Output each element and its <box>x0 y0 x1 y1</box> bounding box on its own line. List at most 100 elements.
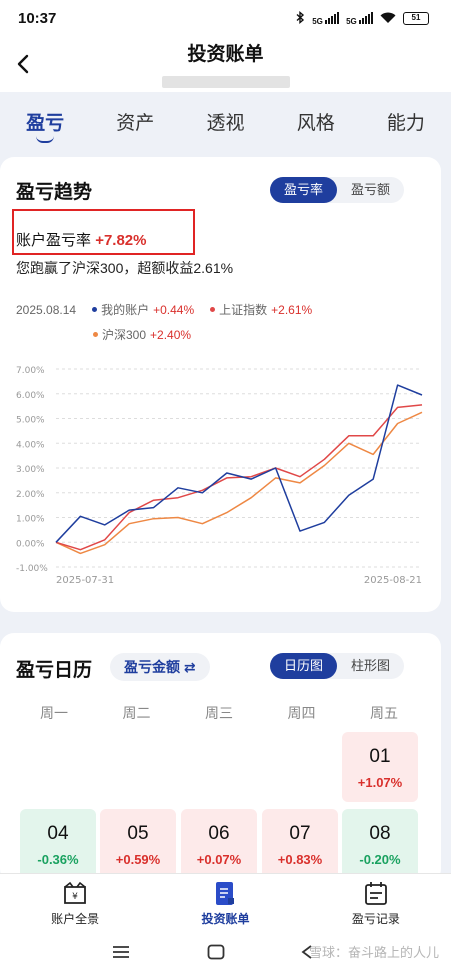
calendar-day[interactable]: 08 -0.20% <box>342 809 418 879</box>
wifi-icon <box>380 12 396 26</box>
day-number: 06 <box>208 823 230 844</box>
account-rate-value: +7.82% <box>95 232 147 249</box>
svg-text:¥: ¥ <box>72 892 78 902</box>
toggle-rate-button[interactable]: 盈亏率 <box>270 177 338 203</box>
x-tick-label: 2025-08-21 <box>364 575 422 586</box>
weekday-label: 周二 <box>122 705 151 721</box>
legend-value: +0.44% <box>153 302 195 317</box>
header: 投资账单 <box>0 36 451 92</box>
system-nav-bar: 雪球：奋斗路上的人儿 <box>0 933 451 968</box>
status-icons: 5G 5G 51 <box>296 11 429 26</box>
highlight-box <box>12 209 195 255</box>
weekday-header: 周一 周二 周三 周四 周五 <box>16 703 422 723</box>
tab-profit-loss[interactable]: 盈亏 <box>0 92 90 156</box>
day-change: +0.59% <box>115 852 161 867</box>
day-number: 07 <box>289 823 311 844</box>
nav-account-overview[interactable]: ¥ 账户全景 <box>0 874 150 933</box>
signal-icon-1: 5G <box>312 11 340 26</box>
trend-toggle: 盈亏率 盈亏额 <box>270 177 405 203</box>
calendar-view-button[interactable]: 日历图 <box>270 653 338 679</box>
calendar-day[interactable]: 04 -0.36% <box>20 809 96 879</box>
tab-assets[interactable]: 资产 <box>90 92 180 156</box>
series-line <box>55 384 423 543</box>
wallet-icon: ¥ <box>61 881 89 907</box>
y-tick-label: 4.00% <box>16 440 45 450</box>
y-tick-label: -1.00% <box>16 564 48 574</box>
bluetooth-icon <box>296 11 305 26</box>
nav-investment-bill[interactable]: 投资账单 <box>150 874 300 933</box>
y-tick-label: 6.00% <box>16 391 45 401</box>
day-number: 04 <box>47 823 69 844</box>
day-change: +1.07% <box>357 775 403 790</box>
toggle-amount-button[interactable]: 盈亏额 <box>351 182 391 197</box>
legend-value: +2.40% <box>150 327 192 342</box>
calendar-view-toggle: 日历图 柱形图 <box>270 653 405 679</box>
account-name-redacted <box>162 76 290 88</box>
legend-name: 上证指数 <box>219 303 268 317</box>
nav-label: 账户全景 <box>51 912 100 926</box>
back-arrow-icon[interactable] <box>12 52 36 76</box>
calendar-day[interactable]: 01 +1.07% <box>342 732 418 802</box>
back-icon[interactable] <box>300 945 314 964</box>
day-number: 08 <box>369 823 391 844</box>
trend-title: 盈亏趋势 <box>16 182 93 203</box>
trend-line-chart: 7.00% 6.00% 5.00% 4.00% 3.00% 2.00% 1.00% 0.00%… <box>16 366 423 586</box>
tab-label: 盈亏 <box>26 113 65 134</box>
day-number: 05 <box>127 823 149 844</box>
x-tick-label: 2025-07-31 <box>56 575 114 586</box>
legend-name: 沪深300 <box>102 328 147 342</box>
calendar-day[interactable]: 07 +0.83% <box>262 809 338 879</box>
calendar-mode-toggle[interactable]: 盈亏金额 ⇄ <box>110 653 210 681</box>
day-number: 01 <box>369 746 391 767</box>
legend-date: 2025.08.14 <box>16 302 77 317</box>
calendar-card: 盈亏日历 盈亏金额 ⇄ 日历图 柱形图 周一 周二 周三 周四 周五 01 +1… <box>0 633 441 883</box>
tab-label: 资产 <box>116 113 155 134</box>
tab-bar: 盈亏 资产 透视 风格 能力 <box>0 92 451 156</box>
calendar-title: 盈亏日历 <box>16 660 93 681</box>
tab-label: 能力 <box>386 113 425 134</box>
legend-dot <box>93 332 98 337</box>
weekday-label: 周五 <box>370 705 398 721</box>
y-tick-label: 2.00% <box>16 490 45 500</box>
tab-style[interactable]: 风格 <box>271 92 361 156</box>
status-bar: 10:37 5G 5G 51 <box>0 0 451 36</box>
y-tick-label: 3.00% <box>16 465 45 475</box>
nav-label: 投资账单 <box>201 912 250 926</box>
legend-dot <box>92 307 98 312</box>
legend-value: +2.61% <box>271 302 313 317</box>
tab-insight[interactable]: 透视 <box>180 92 270 156</box>
weekday-label: 周三 <box>205 705 233 721</box>
y-tick-label: 7.00% <box>16 366 45 376</box>
weekday-label: 周四 <box>287 705 316 721</box>
calendar-record-icon <box>362 881 390 907</box>
day-change: -0.20% <box>359 852 401 867</box>
tab-label: 风格 <box>296 113 335 134</box>
status-time: 10:37 <box>18 10 57 27</box>
series-line <box>55 404 423 551</box>
battery-icon: 51 <box>403 12 429 25</box>
legend-row-2: 沪深300 +2.40% <box>93 326 191 343</box>
home-icon[interactable] <box>207 944 225 965</box>
legend-name: 我的账户 <box>101 303 150 317</box>
day-change: -0.36% <box>37 852 79 867</box>
account-rate-label: 账户盈亏率 <box>16 232 92 249</box>
calendar-day[interactable]: 06 +0.07% <box>181 809 257 879</box>
legend-row-1: 2025.08.14 我的账户 +0.44% 上证指数 +2.61% <box>16 301 312 318</box>
benchmark-summary: 您跑赢了沪深300，超额收益2.61% <box>16 260 234 276</box>
bar-view-button[interactable]: 柱形图 <box>351 658 391 673</box>
tab-label: 透视 <box>206 113 245 134</box>
page-title: 投资账单 <box>187 44 264 65</box>
legend-dot <box>210 307 216 312</box>
nav-profit-record[interactable]: 盈亏记录 <box>301 874 451 933</box>
day-change: +0.83% <box>277 852 323 867</box>
tab-ability[interactable]: 能力 <box>361 92 451 156</box>
calendar-day[interactable]: 05 +0.59% <box>100 809 176 879</box>
network-type-label-2: 5G <box>346 16 357 26</box>
y-tick-label: 5.00% <box>16 416 45 426</box>
watermark: 雪球：奋斗路上的人儿 <box>308 945 439 960</box>
account-rate: 账户盈亏率 +7.82% <box>16 229 146 250</box>
menu-icon[interactable] <box>112 945 130 964</box>
bill-icon <box>211 881 239 907</box>
y-tick-label: 0.00% <box>16 539 45 549</box>
trend-card: 盈亏趋势 盈亏率 盈亏额 账户盈亏率 +7.82% 您跑赢了沪深300，超额收益… <box>0 157 441 612</box>
